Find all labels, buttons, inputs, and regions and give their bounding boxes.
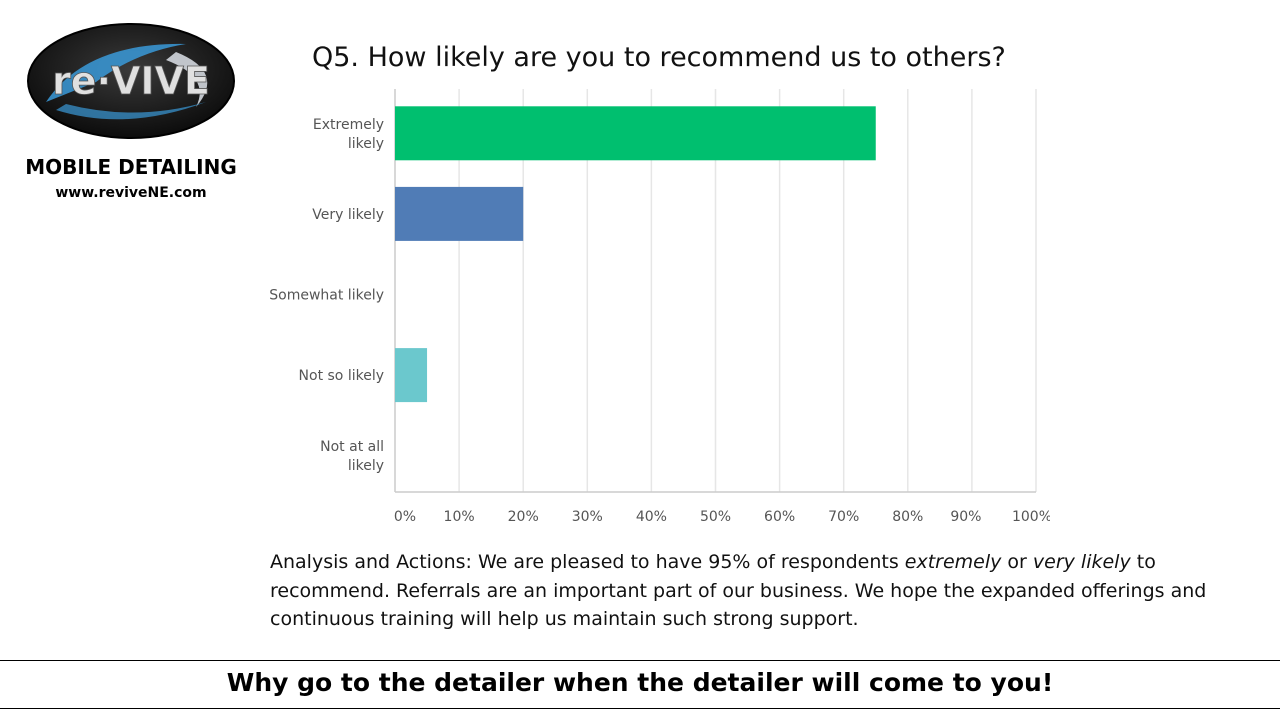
brand-logo: re·VIVE — [26, 22, 236, 140]
bar-chart: 0% 10% 20% 30% 40% 50% 60% 70% 80% 90% 100% Extreme… — [269, 89, 1050, 525]
bar — [395, 186, 524, 241]
analysis-mid: or — [1001, 551, 1033, 573]
bar — [395, 106, 876, 161]
analysis-prefix: Analysis and Actions: We are pleased to … — [270, 551, 905, 573]
x-tick-label: 60% — [764, 509, 795, 525]
divider-top — [0, 660, 1280, 661]
y-category-label: Very likely — [312, 207, 384, 223]
website-label: www.reviveNE.com — [55, 185, 207, 201]
x-tick-label: 100% — [1012, 509, 1050, 525]
x-tick-label: 30% — [572, 509, 603, 525]
chart-title: Q5. How likely are you to recommend us t… — [312, 42, 1006, 73]
x-tick-label: 10% — [444, 509, 475, 525]
analysis-em-extremely: extremely — [904, 551, 1002, 573]
logo-swoosh-right — [166, 52, 208, 107]
y-category-label: Somewhat likely — [269, 288, 384, 304]
divider-bottom — [0, 708, 1280, 709]
x-tick-label: 40% — [636, 509, 667, 525]
analysis-em-very-likely: very likely — [1032, 551, 1131, 573]
logo-swoosh-bottom — [56, 102, 206, 120]
x-tick-label: 80% — [892, 509, 923, 525]
y-category-label: Not at all likely — [320, 439, 384, 474]
x-tick-label: 90% — [950, 509, 981, 525]
analysis-text: Analysis and Actions: We are pleased to … — [270, 548, 1230, 634]
logo-wordmark: re·VIVE — [52, 59, 210, 103]
x-tick-label: 0% — [394, 509, 416, 525]
y-category-label: Not so likely — [299, 368, 384, 384]
x-tick-label: 50% — [700, 509, 731, 525]
x-tick-label: 20% — [508, 509, 539, 525]
logo-swoosh-top — [46, 43, 186, 102]
bar — [395, 348, 428, 403]
analysis-suffix: to recommend. Referrals are an important… — [270, 551, 1207, 630]
service-label: MOBILE DETAILING — [25, 155, 237, 179]
revive-logo-graphic: re·VIVE — [27, 23, 235, 139]
tagline: Why go to the detailer when the detailer… — [226, 668, 1054, 697]
y-category-label: Extremely likely — [313, 117, 384, 152]
x-tick-label: 70% — [828, 509, 859, 525]
